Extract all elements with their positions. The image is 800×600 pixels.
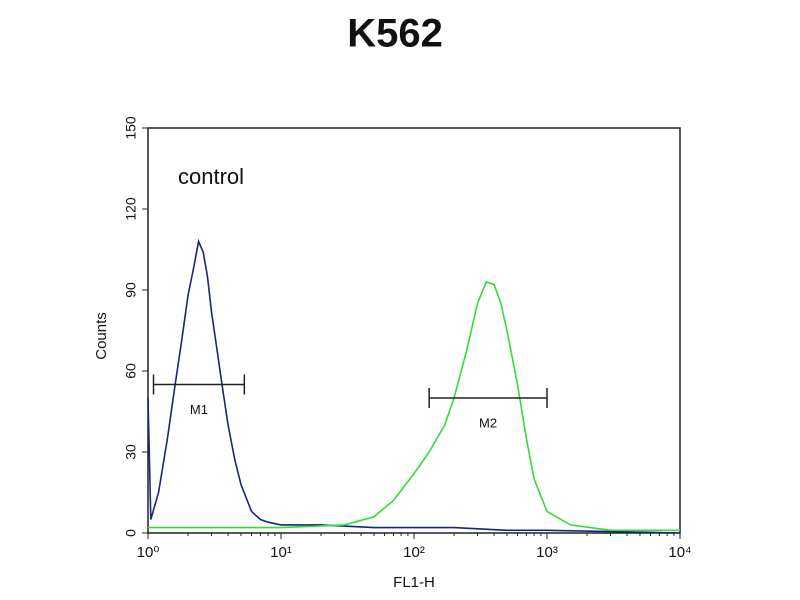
x-tick-label: 10² (403, 544, 425, 561)
histogram-line (148, 280, 680, 532)
y-tick-label: 150 (123, 116, 139, 140)
x-tick-label: 10⁰ (137, 544, 160, 561)
marker-label: M2 (479, 415, 497, 430)
x-axis-label: FL1-H (393, 574, 435, 591)
y-tick-label: 0 (123, 529, 139, 537)
x-tick-label: 10⁴ (668, 544, 691, 561)
y-tick-label: 30 (123, 444, 139, 460)
chart-title: K562 (347, 12, 443, 56)
x-tick-label: 10¹ (270, 544, 292, 561)
y-tick-label: 60 (123, 363, 139, 379)
y-axis-label: Counts (93, 312, 110, 360)
y-tick-label: 90 (123, 282, 139, 298)
x-tick-label: 10³ (536, 544, 558, 561)
annotation: control (178, 164, 244, 189)
marker-label: M1 (190, 402, 208, 417)
histogram-line (147, 238, 681, 534)
y-tick-label: 120 (123, 197, 139, 221)
